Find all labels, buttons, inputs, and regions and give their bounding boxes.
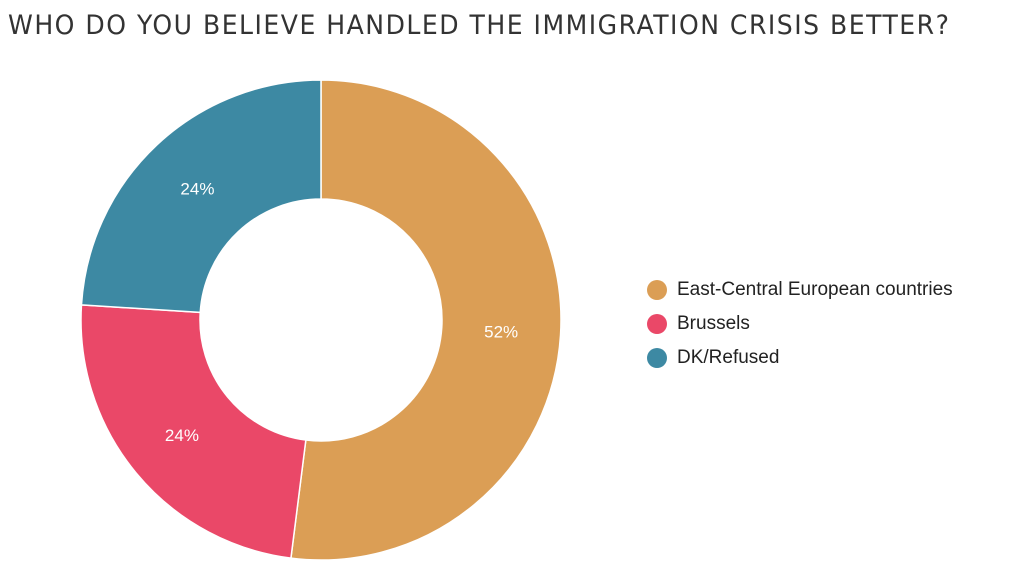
data-label: 24% bbox=[180, 179, 214, 198]
legend-item[interactable]: Brussels bbox=[647, 307, 953, 341]
legend-label: DK/Refused bbox=[677, 347, 780, 368]
chart-title: WHO DO YOU BELIEVE HANDLED THE IMMIGRATI… bbox=[8, 10, 951, 41]
data-label: 52% bbox=[484, 322, 518, 341]
legend-label: East-Central European countries bbox=[677, 279, 953, 300]
legend-swatch-icon bbox=[647, 348, 667, 368]
legend-item[interactable]: East-Central European countries bbox=[647, 273, 953, 307]
slice-dk-refused[interactable] bbox=[80, 79, 322, 314]
slice-brussels[interactable] bbox=[80, 304, 307, 559]
legend-swatch-icon bbox=[647, 314, 667, 334]
legend-swatch-icon bbox=[647, 280, 667, 300]
legend-item[interactable]: DK/Refused bbox=[647, 341, 953, 375]
legend-label: Brussels bbox=[677, 313, 750, 334]
legend: East-Central European countries Brussels… bbox=[647, 273, 953, 375]
donut-chart: 52% 24% 24% bbox=[80, 79, 562, 561]
data-label: 24% bbox=[165, 426, 199, 445]
slice-east-central-european-countries[interactable] bbox=[290, 79, 562, 561]
